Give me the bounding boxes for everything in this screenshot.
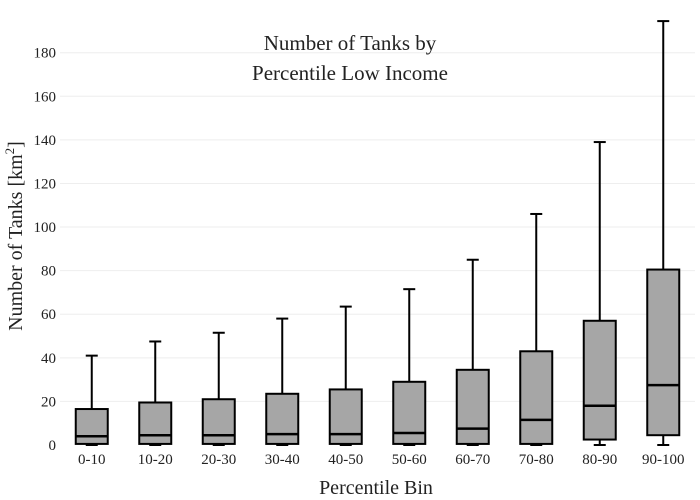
y-tick-labels: 0 20 40 60 80 100 120 140 160 180: [34, 46, 57, 454]
x-tick-label-70-80: 70-80: [519, 452, 554, 468]
gridlines: [60, 52, 695, 402]
iqr-box: [519, 350, 554, 445]
x-tick-label-60-70: 60-70: [455, 452, 490, 468]
y-axis-title-main: Number of Tanks [km: [5, 154, 27, 331]
y-axis-title: Number of Tanks [km2]: [2, 141, 27, 331]
box-30-40: [265, 317, 300, 446]
iqr-box: [455, 368, 490, 445]
y-tick-label-40: 40: [41, 351, 56, 367]
y-tick-label-160: 160: [34, 89, 57, 105]
box-60-70: [455, 258, 490, 446]
y-axis-title-superscript: 2: [2, 148, 17, 155]
x-axis-title: Percentile Bin: [319, 477, 433, 499]
x-tick-labels: 0-10 10-20 20-30 30-40 40-50 50-60 60-70 70-80 8…: [78, 452, 685, 468]
x-tick-label-0-10: 0-10: [78, 452, 106, 468]
box-70-80: [519, 212, 554, 446]
y-tick-label-140: 140: [34, 133, 57, 149]
box-10-20: [138, 340, 173, 446]
iqr-box: [582, 319, 617, 441]
box-80-90: [582, 141, 617, 446]
iqr-box: [646, 268, 681, 437]
iqr-box: [201, 398, 236, 445]
y-tick-label-80: 80: [41, 264, 56, 280]
y-tick-label-120: 120: [34, 176, 57, 192]
x-tick-label-80-90: 80-90: [582, 452, 617, 468]
iqr-box: [392, 380, 427, 445]
box-0-10: [74, 354, 109, 446]
y-tick-label-60: 60: [41, 307, 56, 323]
x-tick-label-90-100: 90-100: [642, 452, 685, 468]
iqr-box: [74, 408, 109, 445]
y-tick-label-0: 0: [49, 438, 57, 454]
iqr-box: [138, 401, 173, 445]
y-tick-label-180: 180: [34, 46, 57, 62]
iqr-box: [328, 388, 363, 445]
y-axis-title-end: ]: [5, 141, 27, 148]
x-tick-label-10-20: 10-20: [138, 452, 173, 468]
x-tick-label-20-30: 20-30: [201, 452, 236, 468]
x-tick-label-40-50: 40-50: [328, 452, 363, 468]
box-40-50: [328, 305, 363, 446]
box-20-30: [201, 331, 236, 446]
chart-title-line-2: Percentile Low Income: [252, 61, 448, 85]
boxes: [74, 20, 681, 446]
box-90-100: [646, 20, 681, 446]
chart-title-line-1: Number of Tanks by: [264, 31, 437, 55]
y-tick-label-100: 100: [34, 220, 57, 236]
x-tick-label-30-40: 30-40: [265, 452, 300, 468]
box-50-60: [392, 288, 427, 446]
y-tick-label-20: 20: [41, 394, 56, 410]
iqr-box: [265, 392, 300, 445]
x-tick-label-50-60: 50-60: [392, 452, 427, 468]
